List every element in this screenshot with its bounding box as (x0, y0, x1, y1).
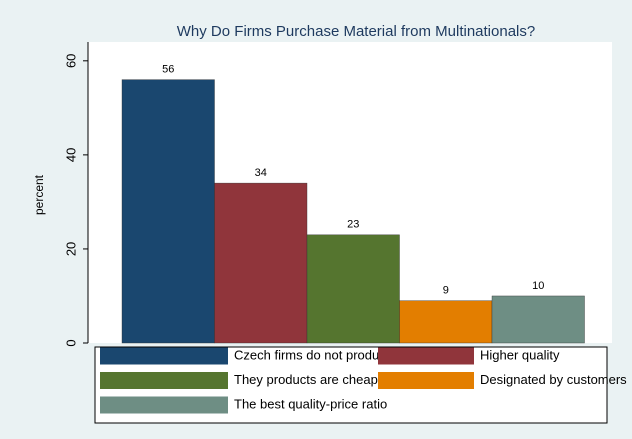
bar (306, 234, 400, 344)
value-label: 10 (532, 280, 544, 292)
chart-title: Why Do Firms Purchase Material from Mult… (177, 23, 535, 40)
value-label: 56 (162, 64, 174, 76)
bar (399, 300, 493, 344)
y-tick-label: 20 (63, 242, 78, 256)
legend-label: The best quality-price ratio (234, 396, 387, 411)
legend-swatch (378, 372, 474, 389)
legend-label: They products are cheaper (234, 372, 390, 387)
y-tick-label: 40 (63, 148, 78, 162)
y-tick-label: 60 (63, 54, 78, 68)
legend-label: Higher quality (480, 347, 560, 362)
legend-swatch (100, 372, 228, 389)
legend-swatch (100, 396, 228, 414)
value-label: 9 (443, 285, 449, 297)
y-tick-label: 0 (63, 339, 78, 346)
legend-label: Czech firms do not produce it (234, 347, 403, 362)
bar (491, 295, 585, 344)
y-axis-label: percent (32, 174, 46, 215)
legend-swatch (378, 347, 474, 365)
value-label: 23 (347, 219, 359, 231)
legend-label: Designated by customers (480, 372, 627, 387)
legend-swatch (100, 347, 228, 365)
bar (214, 182, 308, 344)
value-label: 34 (255, 167, 267, 179)
bar (121, 79, 215, 344)
